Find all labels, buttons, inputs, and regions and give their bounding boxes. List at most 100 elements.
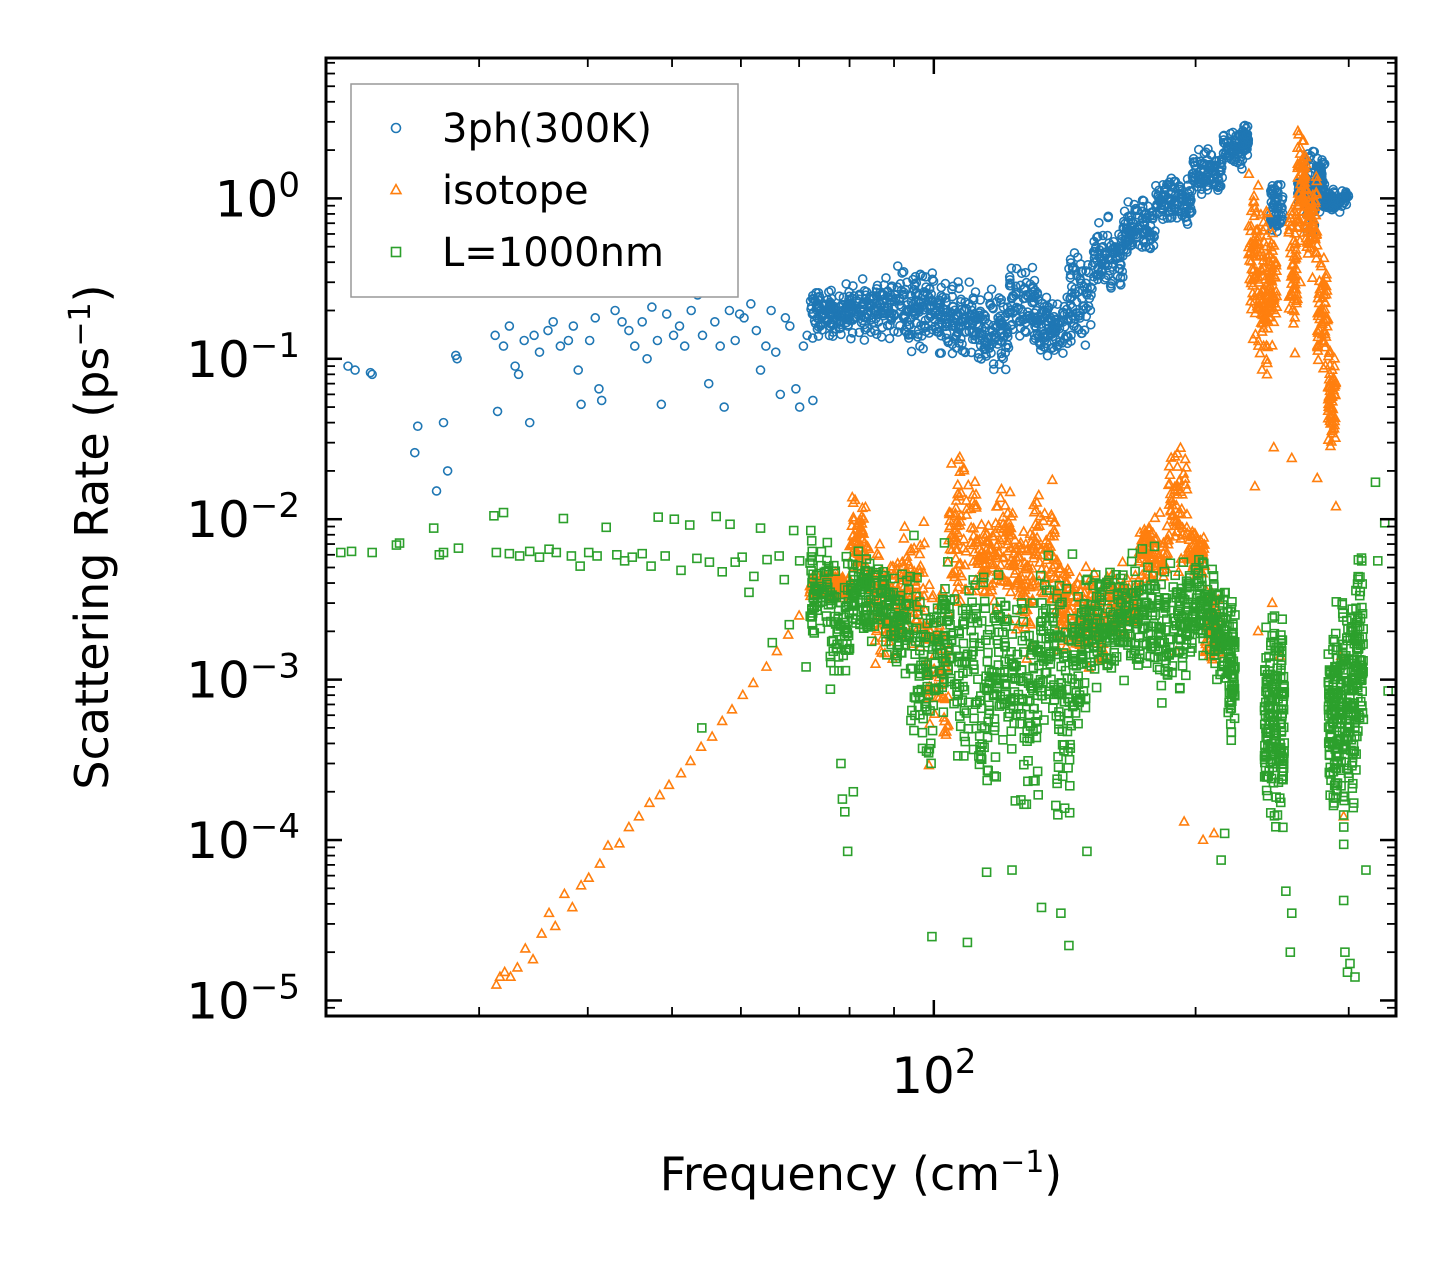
data-point: [838, 292, 849, 303]
data-point: [936, 348, 947, 358]
data-point: [986, 332, 997, 342]
data-point: [1092, 274, 1103, 285]
data-point: [1016, 268, 1027, 279]
series-3ph(300K): [343, 120, 1354, 496]
data-point: [808, 395, 818, 406]
data-point: [1004, 307, 1014, 318]
data-point: [1081, 266, 1091, 276]
data-point: [1052, 299, 1063, 309]
data-point: [1072, 270, 1082, 281]
data-point: [951, 331, 961, 342]
data-point: [1066, 258, 1076, 268]
data-point: [980, 311, 990, 321]
data-point: [1035, 340, 1046, 350]
data-point: [1077, 294, 1087, 304]
data-point: [594, 384, 604, 394]
data-point: [1006, 263, 1017, 273]
data-point: [996, 317, 1006, 328]
data-point: [994, 359, 1005, 370]
data-point: [974, 335, 985, 345]
data-point: [986, 284, 997, 295]
data-point: [679, 341, 690, 351]
data-point: [818, 311, 828, 321]
data-point: [1043, 302, 1054, 313]
data-point: [915, 269, 926, 280]
data-point: [929, 307, 940, 318]
data-point: [983, 319, 994, 329]
data-point: [1066, 336, 1076, 347]
data-point: [908, 299, 918, 310]
data-point: [884, 333, 895, 344]
data-point: [647, 302, 657, 312]
data-point: [1073, 286, 1083, 297]
data-point: [856, 311, 867, 321]
data-point: [1102, 230, 1113, 241]
data-point: [938, 303, 948, 314]
data-point: [978, 309, 989, 320]
data-point: [751, 325, 762, 336]
data-point: [724, 305, 735, 316]
data-point: [964, 326, 975, 337]
data-point: [510, 361, 520, 371]
data-point: [642, 353, 652, 364]
data-point: [931, 298, 942, 308]
data-point: [904, 320, 914, 330]
data-point: [798, 341, 809, 351]
data-point: [674, 321, 685, 331]
data-point: [1020, 326, 1030, 336]
data-point: [1090, 249, 1100, 260]
data-point: [563, 335, 574, 346]
data-point: [950, 322, 961, 332]
data-point: [1042, 301, 1052, 311]
data-point: [820, 300, 831, 310]
data-point: [365, 367, 376, 378]
data-point: [926, 289, 936, 299]
data-point: [1027, 262, 1038, 273]
data-point: [617, 317, 627, 327]
data-point: [941, 328, 952, 339]
data-point: [984, 342, 994, 353]
data-point: [865, 293, 875, 303]
data-point: [794, 402, 805, 412]
data-point: [959, 327, 970, 337]
data-point: [1103, 212, 1113, 223]
data-point: [524, 417, 535, 428]
data-point: [824, 330, 835, 341]
data-point: [1065, 293, 1075, 304]
data-point: [697, 330, 708, 341]
data-point: [780, 313, 791, 323]
data-point: [1096, 267, 1107, 277]
data-point: [940, 293, 951, 303]
data-point: [1115, 272, 1126, 283]
data-point: [1032, 288, 1043, 298]
data-point: [988, 330, 999, 341]
data-point: [1085, 319, 1096, 330]
data-point: [785, 321, 795, 331]
data-point: [412, 421, 423, 431]
data-point: [814, 291, 825, 302]
data-point: [1075, 273, 1085, 284]
data-point: [1079, 325, 1090, 336]
data-point: [1002, 340, 1013, 350]
data-point: [719, 402, 729, 412]
data-point: [668, 330, 679, 341]
data-point: [1007, 319, 1017, 330]
data-point: [846, 333, 856, 344]
data-point: [1064, 308, 1075, 319]
data-point: [1110, 248, 1120, 259]
data-point: [703, 378, 714, 389]
data-point: [964, 310, 974, 321]
data-point: [873, 303, 884, 313]
data-point: [1005, 320, 1016, 331]
data-point: [1137, 195, 1148, 206]
data-point: [823, 287, 834, 297]
data-point: [1039, 331, 1050, 341]
data-point: [492, 406, 503, 417]
data-point: [835, 301, 846, 312]
data-point: [350, 365, 360, 375]
data-point: [584, 335, 595, 346]
data-point: [498, 341, 509, 351]
data-point: [970, 287, 981, 297]
data-point: [854, 327, 865, 338]
